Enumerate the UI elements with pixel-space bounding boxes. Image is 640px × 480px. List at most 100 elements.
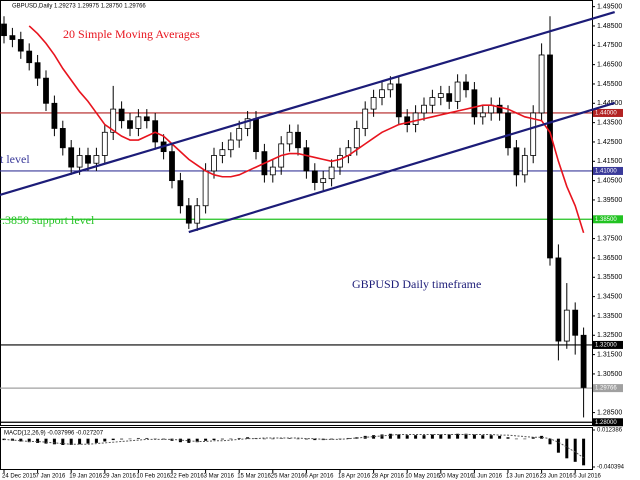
macd-bar [204,438,208,441]
y-tick-label: 1.42500 [597,139,622,146]
macd-bar [288,437,292,439]
x-tick-label: 24 Dec 2015 [2,474,37,480]
candle-body [421,104,427,114]
macd-bar [69,438,73,445]
candle-body [353,128,360,149]
y-tick-label: 1.31500 [597,351,622,358]
y-tick-label: 1.46500 [597,61,622,68]
candle-body [143,116,150,122]
x-tick-label: 23 Jun 2016 [540,474,574,480]
macd-bar [447,434,451,439]
candle-body [85,155,91,164]
candle-body [530,112,537,156]
candle-body [580,334,587,388]
candle-body [496,104,503,114]
x-tick-label: 18 Apr 2016 [338,474,371,480]
x-tick-label: 5 Jul 2016 [573,474,601,480]
candle-body [446,93,453,102]
candle-body [93,155,100,164]
y-tick-label: 1.40500 [597,177,622,184]
y-tick-label: 1.33500 [597,313,622,320]
x-tick-label: 19 Jan 2016 [69,474,103,480]
macd-bar [94,438,98,443]
macd-bar [195,438,199,443]
candle-body [177,180,184,207]
macd-bar [481,435,485,439]
candle-body [34,62,41,79]
macd-frame [0,427,593,470]
level-label: 1.28000 [595,420,617,426]
main-frame [0,0,593,426]
macd-bar [456,433,460,439]
candle-body [219,149,226,156]
macd-bar [514,438,518,440]
candle-body [185,205,192,224]
x-tick-label: 1 Jun 2016 [472,474,502,480]
macd-bar [313,438,317,441]
candle-body [387,83,394,91]
candle-body [521,155,528,176]
candle-body [295,131,301,149]
macd-bar [405,435,409,439]
x-tick-label: 25 Mar 2016 [271,474,305,480]
macd-bar [27,438,31,443]
macd-bar [414,435,418,439]
x-tick-label: 22 Feb 2016 [170,474,204,480]
macd-bar [136,437,140,439]
candle-body [311,170,318,183]
level-label-box [593,340,623,349]
macd-bar [304,438,308,440]
candle-body [437,93,444,98]
trendline [0,10,615,196]
y-tick-label: 1.47500 [597,42,622,49]
candle-body [404,116,411,125]
x-tick-label: 10 Feb 2016 [136,474,170,480]
macd-bar [78,438,82,445]
candle-body [227,139,234,151]
header: GBPUSD,Daily 1.29273 1.29975 1.28750 1.2… [12,4,146,10]
macd-bar [220,438,224,440]
candle-body [236,128,243,141]
candle-body [563,309,570,342]
level-label-box [593,108,623,117]
macd-bar [162,438,166,440]
candle-body [362,108,369,129]
y-tick-label: 1.36500 [597,255,622,262]
macd-bar [430,434,434,439]
candle-body [135,116,142,129]
macd-bar [548,438,552,445]
macd-signal [3,433,584,459]
candle-body [286,131,293,145]
macd-bar [489,435,493,439]
candle-body [59,128,66,149]
candle-body [76,155,83,168]
candle-body [555,257,562,342]
y-tick-label: 1.30500 [597,371,622,378]
level-label: 1.29766 [595,386,617,392]
macd-bar [86,438,90,444]
candle-body [118,108,125,122]
y-tick-label: 1.43500 [597,119,622,126]
macd-bar [422,435,426,439]
candle-body [320,178,327,183]
level-label-box [593,418,623,427]
candle-body [169,151,175,182]
annotation: 20 Simple Moving Averages [63,27,200,41]
y-tick-label: 1.35500 [597,274,622,281]
candle-body [370,97,377,110]
macd-bar [271,438,275,440]
macd-bar [506,437,510,439]
candle-body [538,54,545,114]
candle-body [572,309,579,336]
macd-bar [397,434,401,439]
y-tick-label: 1.32500 [597,332,622,339]
candle-body [337,155,343,168]
candle-body [110,108,117,133]
candle-body [26,50,33,64]
x-tick-label: 28 Apr 2016 [372,474,405,480]
y-tick-label: -0.040394 [597,465,625,471]
level-label: 1.41000 [595,169,617,175]
